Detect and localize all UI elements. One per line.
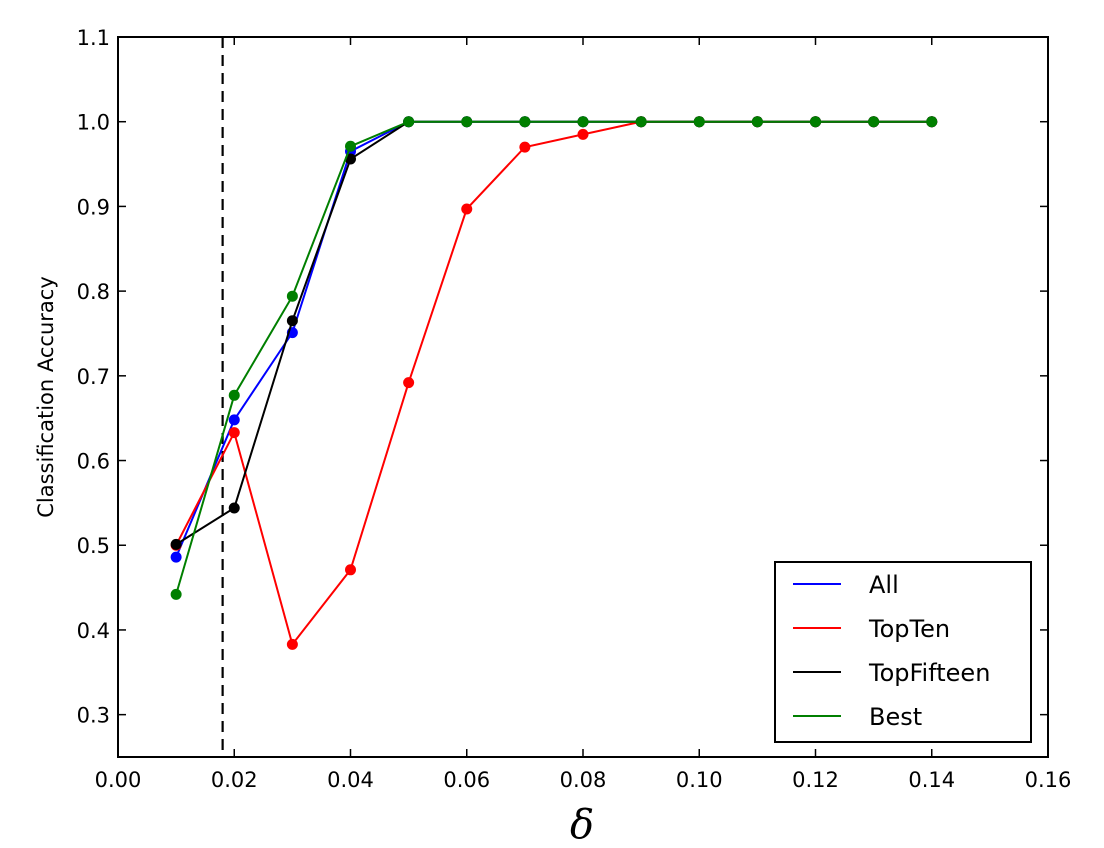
series-line-all [175,120,932,558]
data-point-topten [286,638,298,650]
y-tick-label: 0.7 [77,365,110,389]
data-point-topfifteen [345,153,356,165]
y-axis-label: Classification Accuracy [34,276,58,518]
x-tick-label: 0.16 [1025,768,1072,792]
legend-label: TopTen [868,615,950,643]
x-tick-label: 0.10 [676,768,723,792]
legend-label: TopFifteen [868,659,990,687]
y-tick-label: 0.9 [77,195,110,219]
y-tick-label: 0.6 [77,450,110,474]
data-point-best [751,116,763,128]
x-tick-label: 0.06 [443,768,490,792]
legend: All TopTen TopFifteen Best [774,561,1032,743]
data-point-topten [519,141,531,153]
x-tick-label: 0.12 [792,768,839,792]
series-line-topfifteen [175,120,932,546]
y-tick-label: 0.5 [77,534,110,558]
x-axis-label: δ [570,802,594,848]
data-point-topfifteen [228,502,240,514]
y-tick-label: 1.0 [77,111,110,135]
series-best [170,116,938,600]
data-point-all [170,551,182,563]
series-topfifteen [170,116,938,550]
data-point-topfifteen [170,538,182,550]
data-point-best [635,116,647,128]
x-tick-label: 0.04 [327,768,374,792]
data-point-best [577,116,589,128]
data-point-topten [461,203,473,215]
data-point-best [868,116,880,128]
data-point-best [286,290,298,302]
data-point-topten [577,128,589,140]
data-point-best [926,116,938,128]
series-line-best [175,120,932,595]
data-point-best [693,116,705,128]
data-point-all [228,414,240,426]
data-point-best [461,116,473,128]
data-point-best [519,116,531,128]
y-tick-label: 1.1 [77,26,110,50]
y-tick-label: 0.3 [77,704,110,728]
y-tick-label: 0.8 [77,280,110,304]
data-point-best [403,116,415,128]
x-tick-label: 0.02 [211,768,258,792]
y-tick-label: 0.4 [77,619,110,643]
data-point-topten [403,377,415,389]
series-layer [170,116,938,650]
data-point-topfifteen [286,315,298,327]
legend-label: Best [869,703,922,731]
data-point-topten [228,427,240,439]
x-tick-label: 0.14 [908,768,955,792]
data-point-best [228,389,240,401]
data-point-topten [345,564,356,576]
data-point-best [810,116,821,128]
x-tick-label: 0.08 [560,768,607,792]
data-point-best [170,588,182,600]
legend-label: All [869,571,899,599]
x-tick-label: 0.00 [95,768,142,792]
data-point-best [345,140,356,152]
ticks-layer: 0.00 0.02 0.04 0.06 0.08 0.10 0.12 0.14 0.16 0.3 0… [77,26,1072,792]
legend-box [774,561,1032,743]
